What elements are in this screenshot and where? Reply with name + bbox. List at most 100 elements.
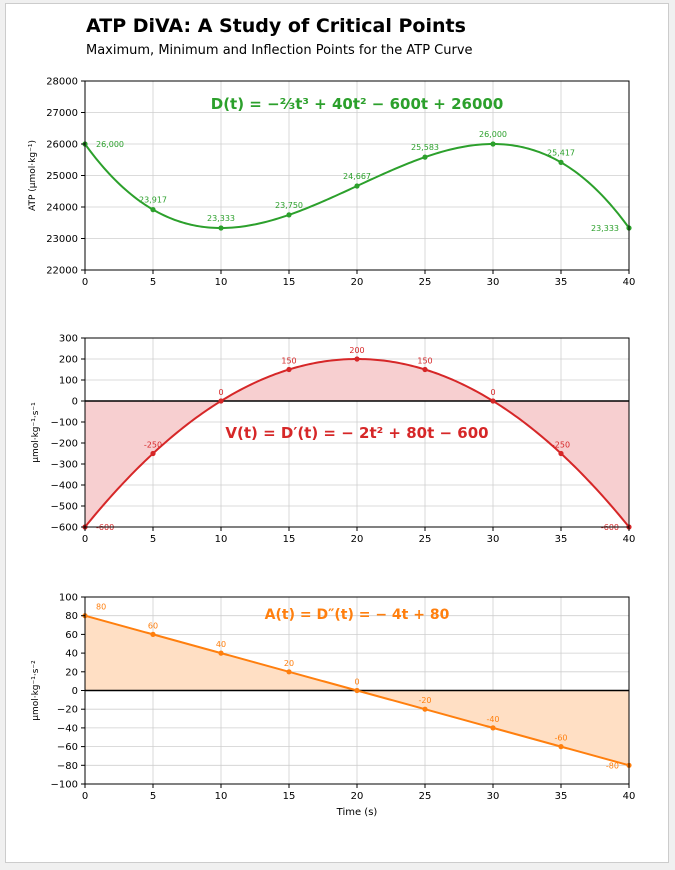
plot-v-formula-label: V(t) = D′(t) = − 2t² + 80t − 600 (225, 424, 488, 442)
plot-a-ytick-label: 40 (65, 649, 78, 660)
plot-d-point-label: 23,333 (207, 214, 235, 223)
plot-d-xtick-label: 30 (487, 277, 500, 288)
plot-a-xtick-label: 20 (351, 791, 364, 802)
plot-a-point (422, 706, 428, 712)
plot-a-xlabel: Time (s) (336, 807, 378, 818)
plot-d-ytick-label: 23000 (46, 234, 78, 245)
plot-d-xtick-label: 35 (555, 277, 568, 288)
plot-a-point (490, 725, 496, 731)
plot-d-xtick-label: 5 (150, 277, 156, 288)
plot-v-xtick-label: 25 (419, 534, 432, 545)
plot-a-point-label: -40 (486, 715, 499, 724)
plot-a-ytick-label: 100 (59, 593, 78, 604)
plot-d-point-label: 26,000 (479, 130, 507, 139)
plot-d-xtick-label: 0 (82, 277, 88, 288)
plot-a-xtick-label: 30 (487, 791, 500, 802)
plot-d-point-label: 23,750 (275, 201, 303, 210)
plot-v-point (558, 450, 564, 457)
plot-v-point (150, 450, 156, 457)
plot-a-xtick-label: 0 (82, 791, 88, 802)
plot-a-point-label: 20 (284, 659, 294, 668)
plot-a-ytick-label: −80 (57, 761, 78, 772)
plot-v-ytick-label: −100 (51, 418, 78, 429)
plot-v-point (354, 356, 360, 362)
plot-v-point-label: 150 (281, 357, 296, 366)
plot-a-xtick-label: 15 (283, 791, 296, 802)
plot-a-ytick-label: −40 (57, 723, 78, 734)
plot-d-point-label: 25,583 (411, 143, 439, 152)
plot-a-xtick-label: 40 (623, 791, 636, 802)
plot-d-ytick-label: 27000 (46, 108, 78, 119)
plot-v-xtick-label: 5 (150, 534, 156, 545)
plot-a-point (286, 669, 292, 675)
plot-v-xtick-label: 0 (82, 534, 88, 545)
plot-v-xtick-label: 20 (351, 534, 364, 545)
plot-v-point (218, 398, 224, 404)
plot-a-ytick-label: 0 (72, 686, 78, 697)
plot-a-point (218, 650, 224, 656)
plot-d-ytick-label: 28000 (46, 77, 78, 88)
plot-d-point (286, 212, 292, 218)
plot-d-xtick-label: 15 (283, 277, 296, 288)
plot-v-point-label: 0 (490, 388, 495, 397)
plot-d-point (354, 183, 360, 189)
plot-a-point-label: 80 (96, 603, 106, 612)
plot-v-ytick-label: 200 (59, 355, 78, 366)
plot-a-ytick-label: 80 (65, 611, 78, 622)
plot-a-xtick-label: 35 (555, 791, 568, 802)
plot-d-xtick-label: 10 (215, 277, 228, 288)
plot-a-point-label: -80 (606, 761, 619, 770)
plot-a-ytick-label: −20 (57, 705, 78, 716)
plot-a-xtick-label: 25 (419, 791, 432, 802)
plot-v-xtick-label: 15 (283, 534, 296, 545)
plot-d-point-label: 23,917 (139, 196, 167, 205)
plot-v-point (422, 366, 428, 373)
plot-d-point-label: 24,667 (343, 172, 371, 181)
plot-d-point (490, 141, 496, 147)
plot-v-xtick-label: 35 (555, 534, 568, 545)
plot-v-ylabel: µmol·kg⁻¹·s⁻¹ (31, 402, 41, 463)
plot-a-xtick-label: 10 (215, 791, 228, 802)
plot-a-point (354, 687, 360, 694)
plot-v-point-label: 150 (417, 357, 432, 366)
plot-v-xtick-label: 10 (215, 534, 228, 545)
plot-d-point (422, 154, 428, 160)
plot-d-point-label: 26,000 (96, 140, 124, 149)
plot-a-point-label: 0 (354, 678, 359, 687)
plot-v-ytick-label: −500 (51, 502, 78, 513)
plot-v-ytick-label: −600 (51, 523, 78, 534)
plot-d-point (150, 207, 156, 213)
plot-d-ytick-label: 24000 (46, 203, 78, 214)
plot-v-ytick-label: 100 (59, 376, 78, 387)
plot-v-point-label: 200 (349, 346, 364, 355)
plot-a-formula-label: A(t) = D″(t) = − 4t + 80 (265, 607, 450, 623)
plot-a-point-label: 60 (148, 621, 158, 630)
plot-v-ytick-label: −400 (51, 481, 78, 492)
plot-v-ytick-label: −200 (51, 439, 78, 450)
plot-d-ytick-label: 22000 (46, 266, 78, 277)
plot-v-xtick-label: 40 (623, 534, 636, 545)
plot-d-ylabel: ATP (µmol·kg⁻¹) (28, 140, 38, 211)
plot-a-ytick-label: −60 (57, 742, 78, 753)
plot-v-point-label: -250 (144, 441, 162, 450)
plot-a-ytick-label: −100 (51, 780, 78, 791)
plot-d-xtick-label: 20 (351, 277, 364, 288)
plot-v-ytick-label: 0 (72, 397, 78, 408)
plot-d-xtick-label: 25 (419, 277, 432, 288)
plot-a-point-label: -60 (554, 734, 567, 743)
plot-v-point (490, 398, 496, 404)
plot-v-ytick-label: −300 (51, 460, 78, 471)
plot-a-point-label: -20 (418, 696, 431, 705)
plot-v-point-label: -250 (552, 441, 570, 450)
plot-v-point-label: 0 (218, 388, 223, 397)
plot-d-point-label: 25,417 (547, 148, 575, 157)
plot-a-point-label: 40 (216, 640, 226, 649)
plot-v-point (286, 366, 292, 373)
plot-d-formula-label: D(t) = −⅔t³ + 40t² − 600t + 26000 (211, 95, 504, 113)
plot-d-xtick-label: 40 (623, 277, 636, 288)
plot-v-ytick-label: 300 (59, 334, 78, 345)
plot-a-ytick-label: 60 (65, 630, 78, 641)
plot-v-xtick-label: 30 (487, 534, 500, 545)
plot-a-ytick-label: 20 (65, 667, 78, 678)
